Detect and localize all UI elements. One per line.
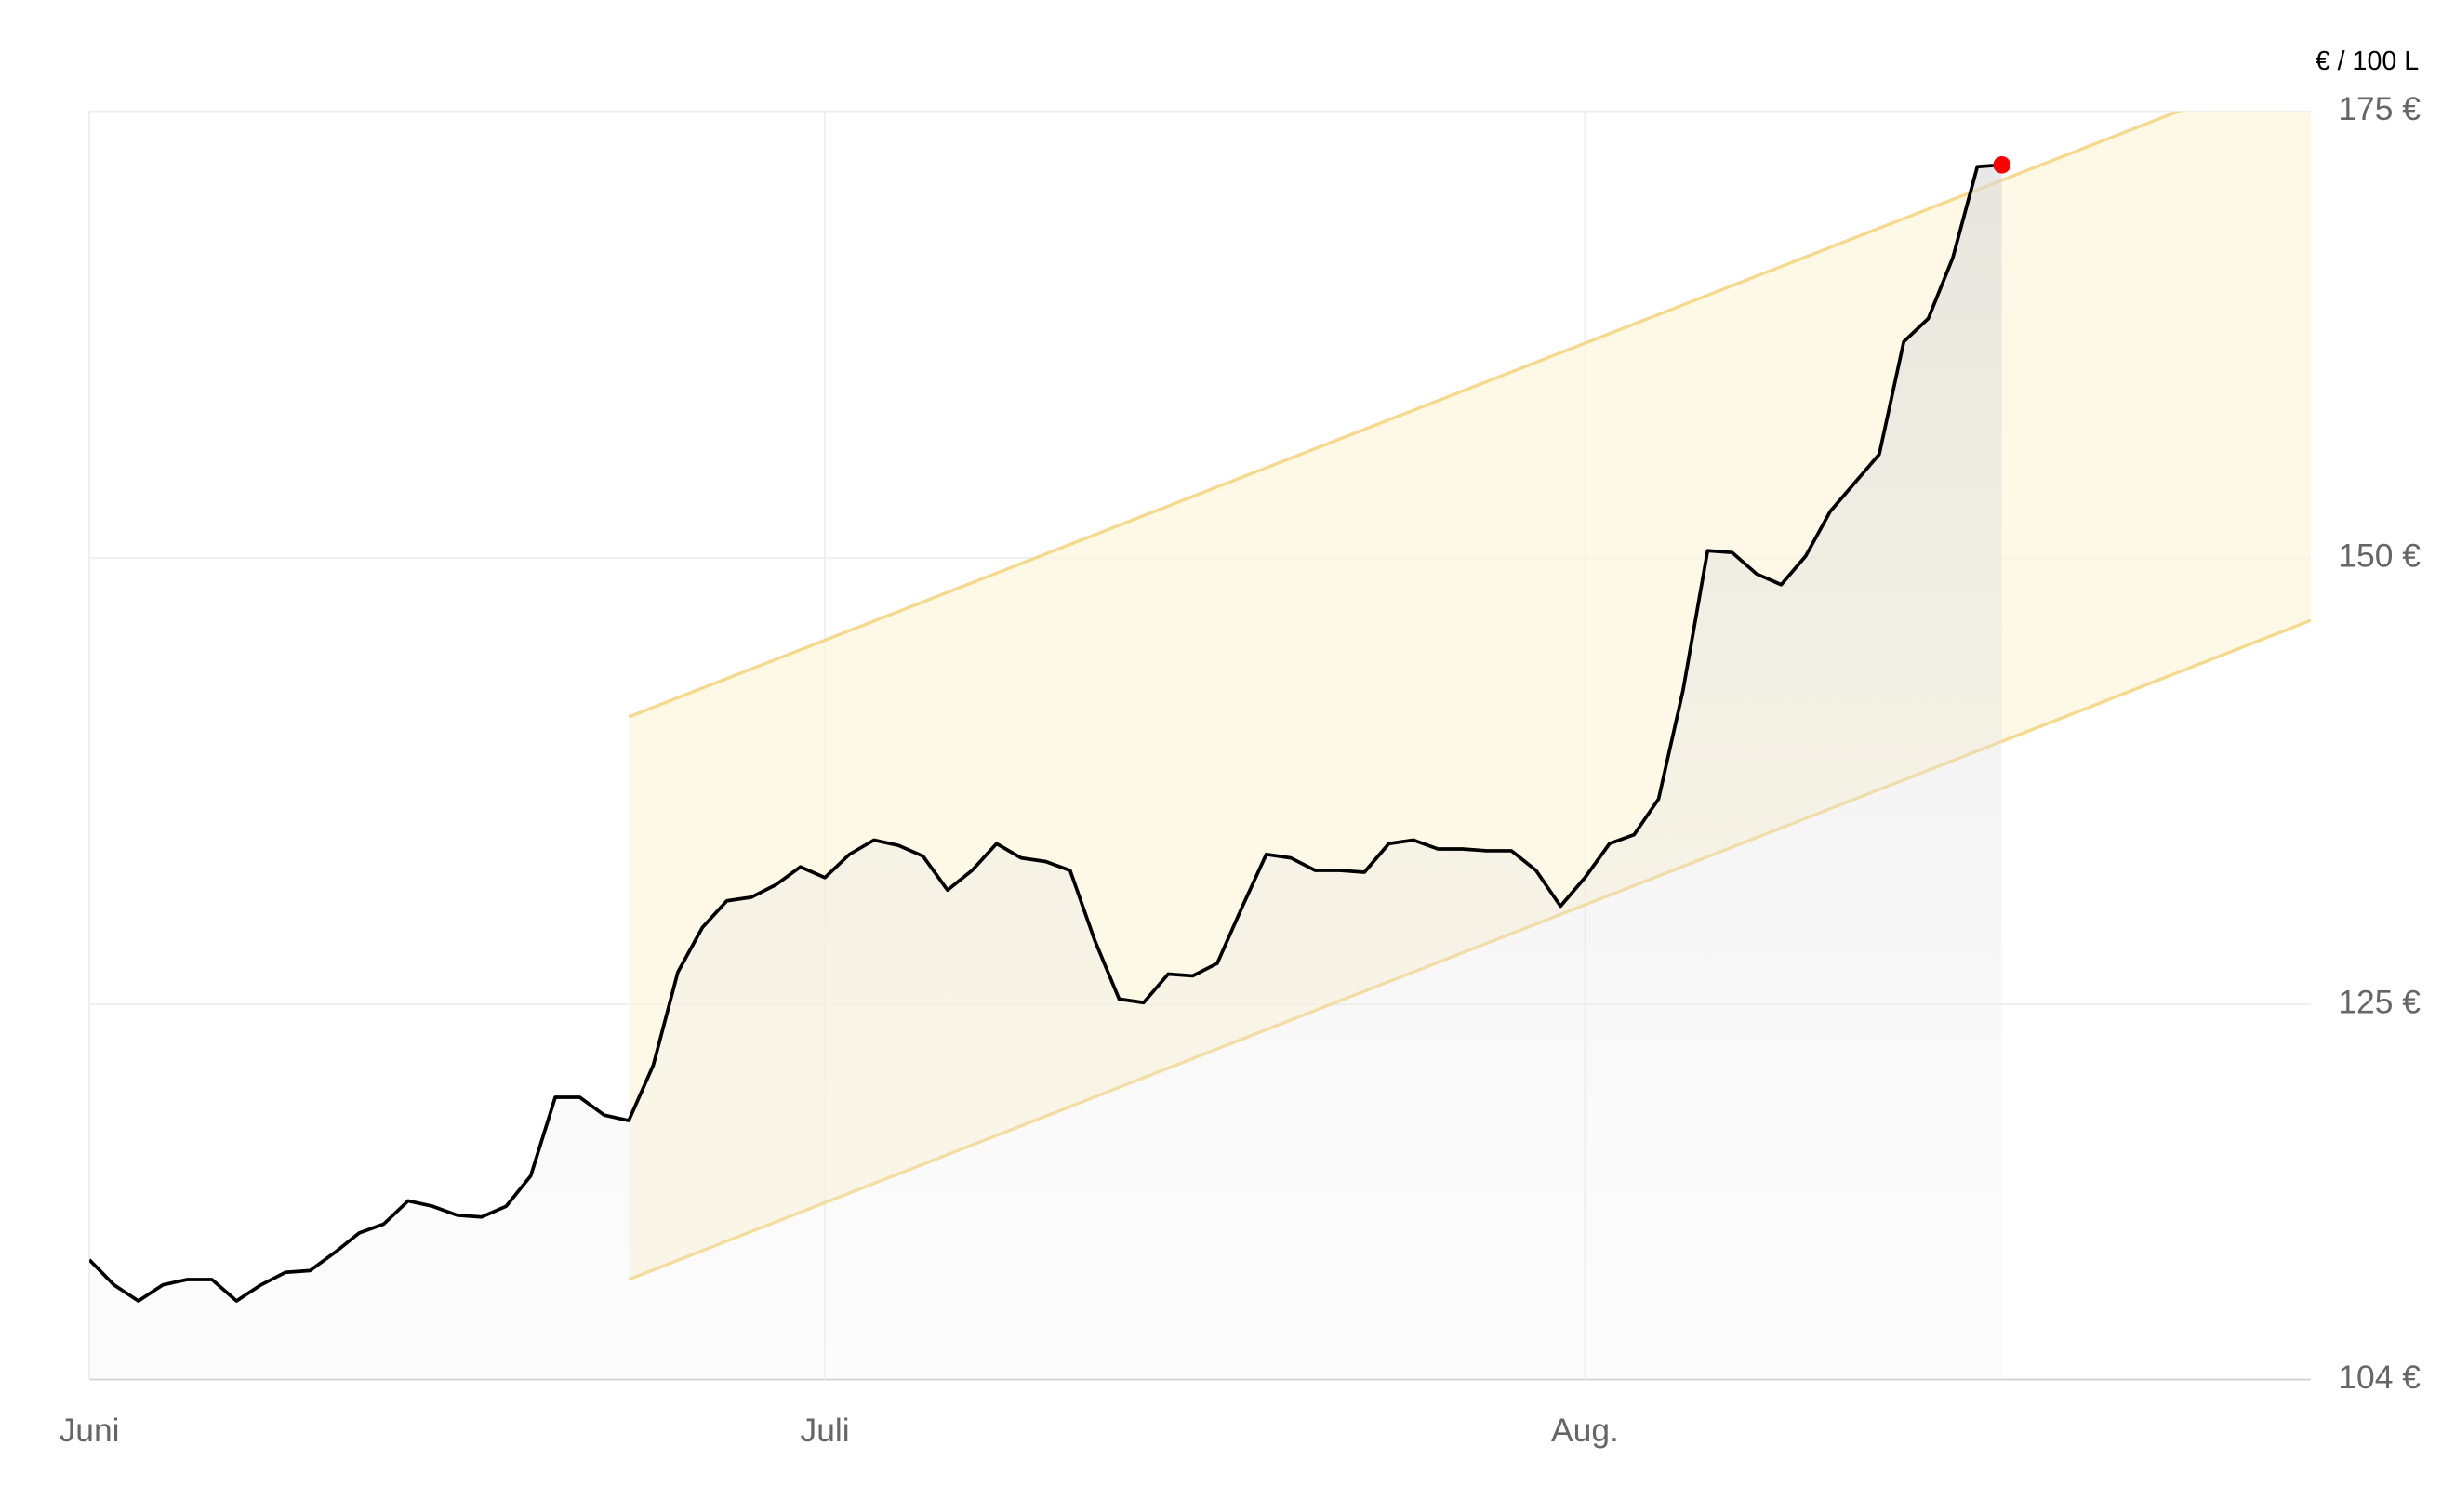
channel-line [628, 111, 2183, 719]
y-tick-label: 104 € [2338, 1359, 2421, 1396]
plot-area [89, 111, 2311, 1380]
y-tick-label: 150 € [2338, 537, 2421, 574]
x-tick-label: Juli [801, 1412, 850, 1449]
last-point [1993, 156, 2010, 174]
area [89, 165, 2002, 1380]
y-tick-label: 175 € [2338, 90, 2421, 127]
line [89, 163, 2002, 1303]
x-tick-label: Aug. [1551, 1412, 1619, 1449]
y-tick-label: 125 € [2338, 983, 2421, 1020]
unit-label: € / 100 L [2316, 46, 2419, 76]
x-tick-label: Juni [60, 1412, 120, 1449]
